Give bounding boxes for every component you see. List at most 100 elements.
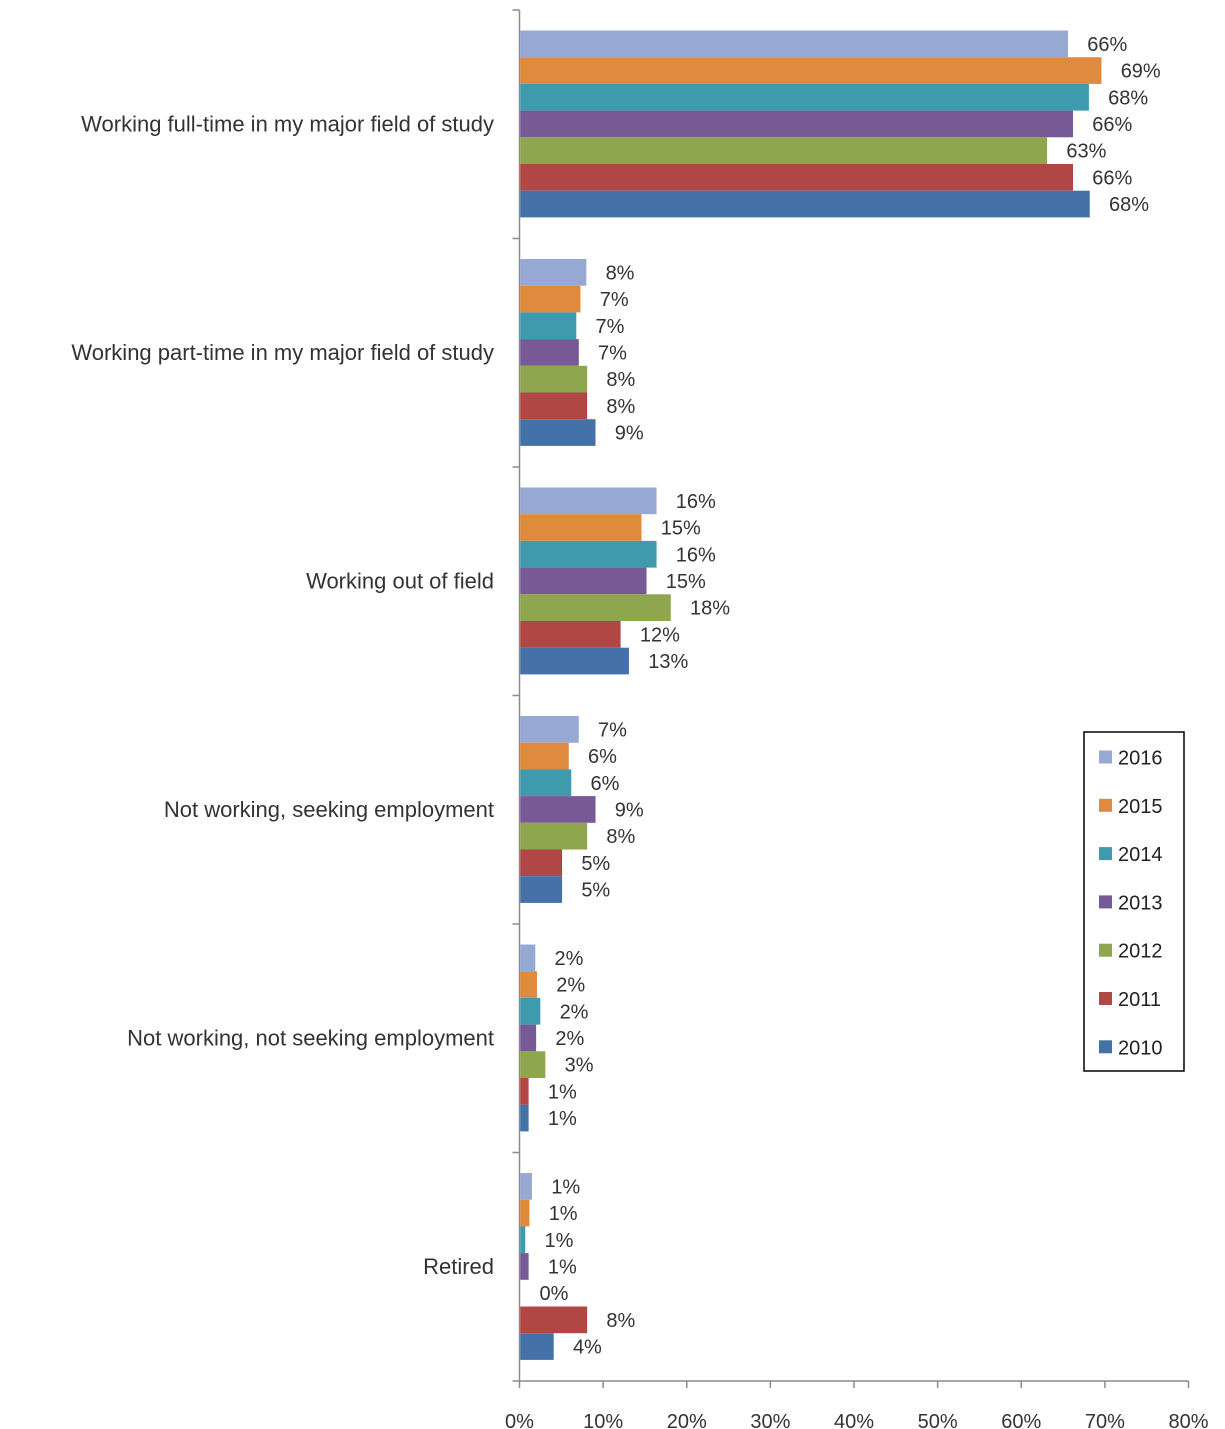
data-label: 66% xyxy=(1092,114,1132,136)
bar xyxy=(520,621,621,648)
data-label: 6% xyxy=(588,746,617,768)
data-label: 1% xyxy=(545,1230,574,1252)
bar xyxy=(520,822,588,850)
data-label: 4% xyxy=(573,1337,602,1359)
data-label: 9% xyxy=(615,423,644,445)
category-labels: Working full-time in my major field of s… xyxy=(71,111,494,1279)
legend-swatch xyxy=(1099,943,1112,957)
legend-swatch xyxy=(1099,798,1112,812)
data-label: 18% xyxy=(690,598,730,620)
data-label: 15% xyxy=(661,518,701,540)
data-label: 16% xyxy=(676,544,716,566)
data-label: 1% xyxy=(548,1081,577,1103)
data-label: 1% xyxy=(549,1203,578,1225)
bar xyxy=(520,769,572,797)
category-label: Working part-time in my major field of s… xyxy=(71,340,494,365)
bar xyxy=(520,540,657,568)
bar xyxy=(520,796,596,823)
bar xyxy=(520,30,1068,58)
legend-label: 2010 xyxy=(1118,1037,1163,1059)
category-label: Working full-time in my major field of s… xyxy=(81,111,494,136)
data-label: 8% xyxy=(606,369,635,391)
data-label: 1% xyxy=(551,1176,580,1198)
legend: 2016 2015 2014 2013 2012 2011 2010 xyxy=(1083,731,1185,1072)
legend-swatch xyxy=(1099,1040,1112,1054)
data-label: 8% xyxy=(606,1310,635,1332)
x-tick-label: 80% xyxy=(1168,1411,1208,1429)
bar xyxy=(520,312,577,340)
bar xyxy=(520,285,581,313)
data-label: 15% xyxy=(666,571,706,593)
data-label: 2% xyxy=(555,948,584,970)
data-label: 0% xyxy=(540,1283,569,1305)
bar xyxy=(520,876,563,903)
bar xyxy=(520,419,596,446)
legend-label: 2014 xyxy=(1118,844,1163,866)
data-label: 7% xyxy=(596,316,625,338)
data-label: 8% xyxy=(606,826,635,848)
x-tick-label: 70% xyxy=(1085,1411,1125,1429)
x-tick-label: 10% xyxy=(583,1411,623,1429)
legend-swatch xyxy=(1099,750,1112,764)
legend-swatch xyxy=(1099,992,1112,1005)
bar xyxy=(520,567,647,595)
bar xyxy=(520,392,588,420)
x-tick-label: 50% xyxy=(918,1411,958,1429)
data-label: 6% xyxy=(591,773,620,795)
bar xyxy=(520,647,629,675)
axes xyxy=(512,9,1190,1388)
bar xyxy=(520,83,1089,111)
bar xyxy=(520,339,579,366)
bar xyxy=(520,57,1102,84)
x-tick-label: 0% xyxy=(505,1411,534,1429)
category-label: Retired xyxy=(423,1254,494,1279)
data-label: 68% xyxy=(1109,194,1149,216)
data-label: 5% xyxy=(581,853,610,875)
data-label: 2% xyxy=(560,1001,589,1023)
data-label: 5% xyxy=(581,880,610,902)
data-label: 7% xyxy=(600,289,629,311)
data-label: 63% xyxy=(1066,141,1106,163)
data-label: 9% xyxy=(615,799,644,821)
data-label: 8% xyxy=(606,396,635,418)
data-label: 7% xyxy=(598,719,627,741)
value-labels: 66% 69% 68% 66% 63% 66% 68% 8% 7% 7% 7% 8% 8% 9% 16% 15… xyxy=(540,34,1161,1359)
bar xyxy=(520,514,642,541)
bar xyxy=(520,1253,529,1280)
bar xyxy=(520,1104,529,1132)
legend-label: 2013 xyxy=(1118,892,1163,914)
data-label: 2% xyxy=(555,1028,584,1050)
legend-box xyxy=(1083,731,1185,1072)
bar xyxy=(520,1078,529,1105)
data-label: 2% xyxy=(556,975,585,997)
data-label: 68% xyxy=(1108,87,1148,109)
category-label: Not working, not seeking employment xyxy=(127,1025,494,1050)
legend-swatch xyxy=(1099,847,1112,861)
bar xyxy=(520,849,563,877)
bar xyxy=(520,137,1048,164)
legend-label: 2016 xyxy=(1118,748,1163,770)
bars xyxy=(520,30,1102,1360)
bar xyxy=(520,487,657,515)
bar xyxy=(520,164,1074,191)
data-label: 7% xyxy=(598,342,627,364)
bar xyxy=(520,944,536,972)
x-tick-labels: 0% 10% 20% 30% 40% 50% 60% 70% 80% xyxy=(505,1411,1209,1429)
data-label: 16% xyxy=(676,491,716,513)
bar xyxy=(520,1199,530,1227)
bar xyxy=(520,259,587,286)
data-label: 69% xyxy=(1121,61,1161,83)
bar xyxy=(520,190,1090,218)
legend-label: 2015 xyxy=(1118,796,1163,818)
data-label: 12% xyxy=(640,624,680,646)
x-tick-label: 30% xyxy=(750,1411,790,1429)
bar xyxy=(520,1226,526,1254)
bar xyxy=(520,1333,554,1360)
bar xyxy=(520,742,569,770)
bar xyxy=(520,716,579,743)
x-tick-label: 20% xyxy=(667,1411,707,1429)
bar xyxy=(520,110,1074,138)
legend-swatch xyxy=(1099,895,1112,909)
legend-label: 2012 xyxy=(1118,941,1163,963)
